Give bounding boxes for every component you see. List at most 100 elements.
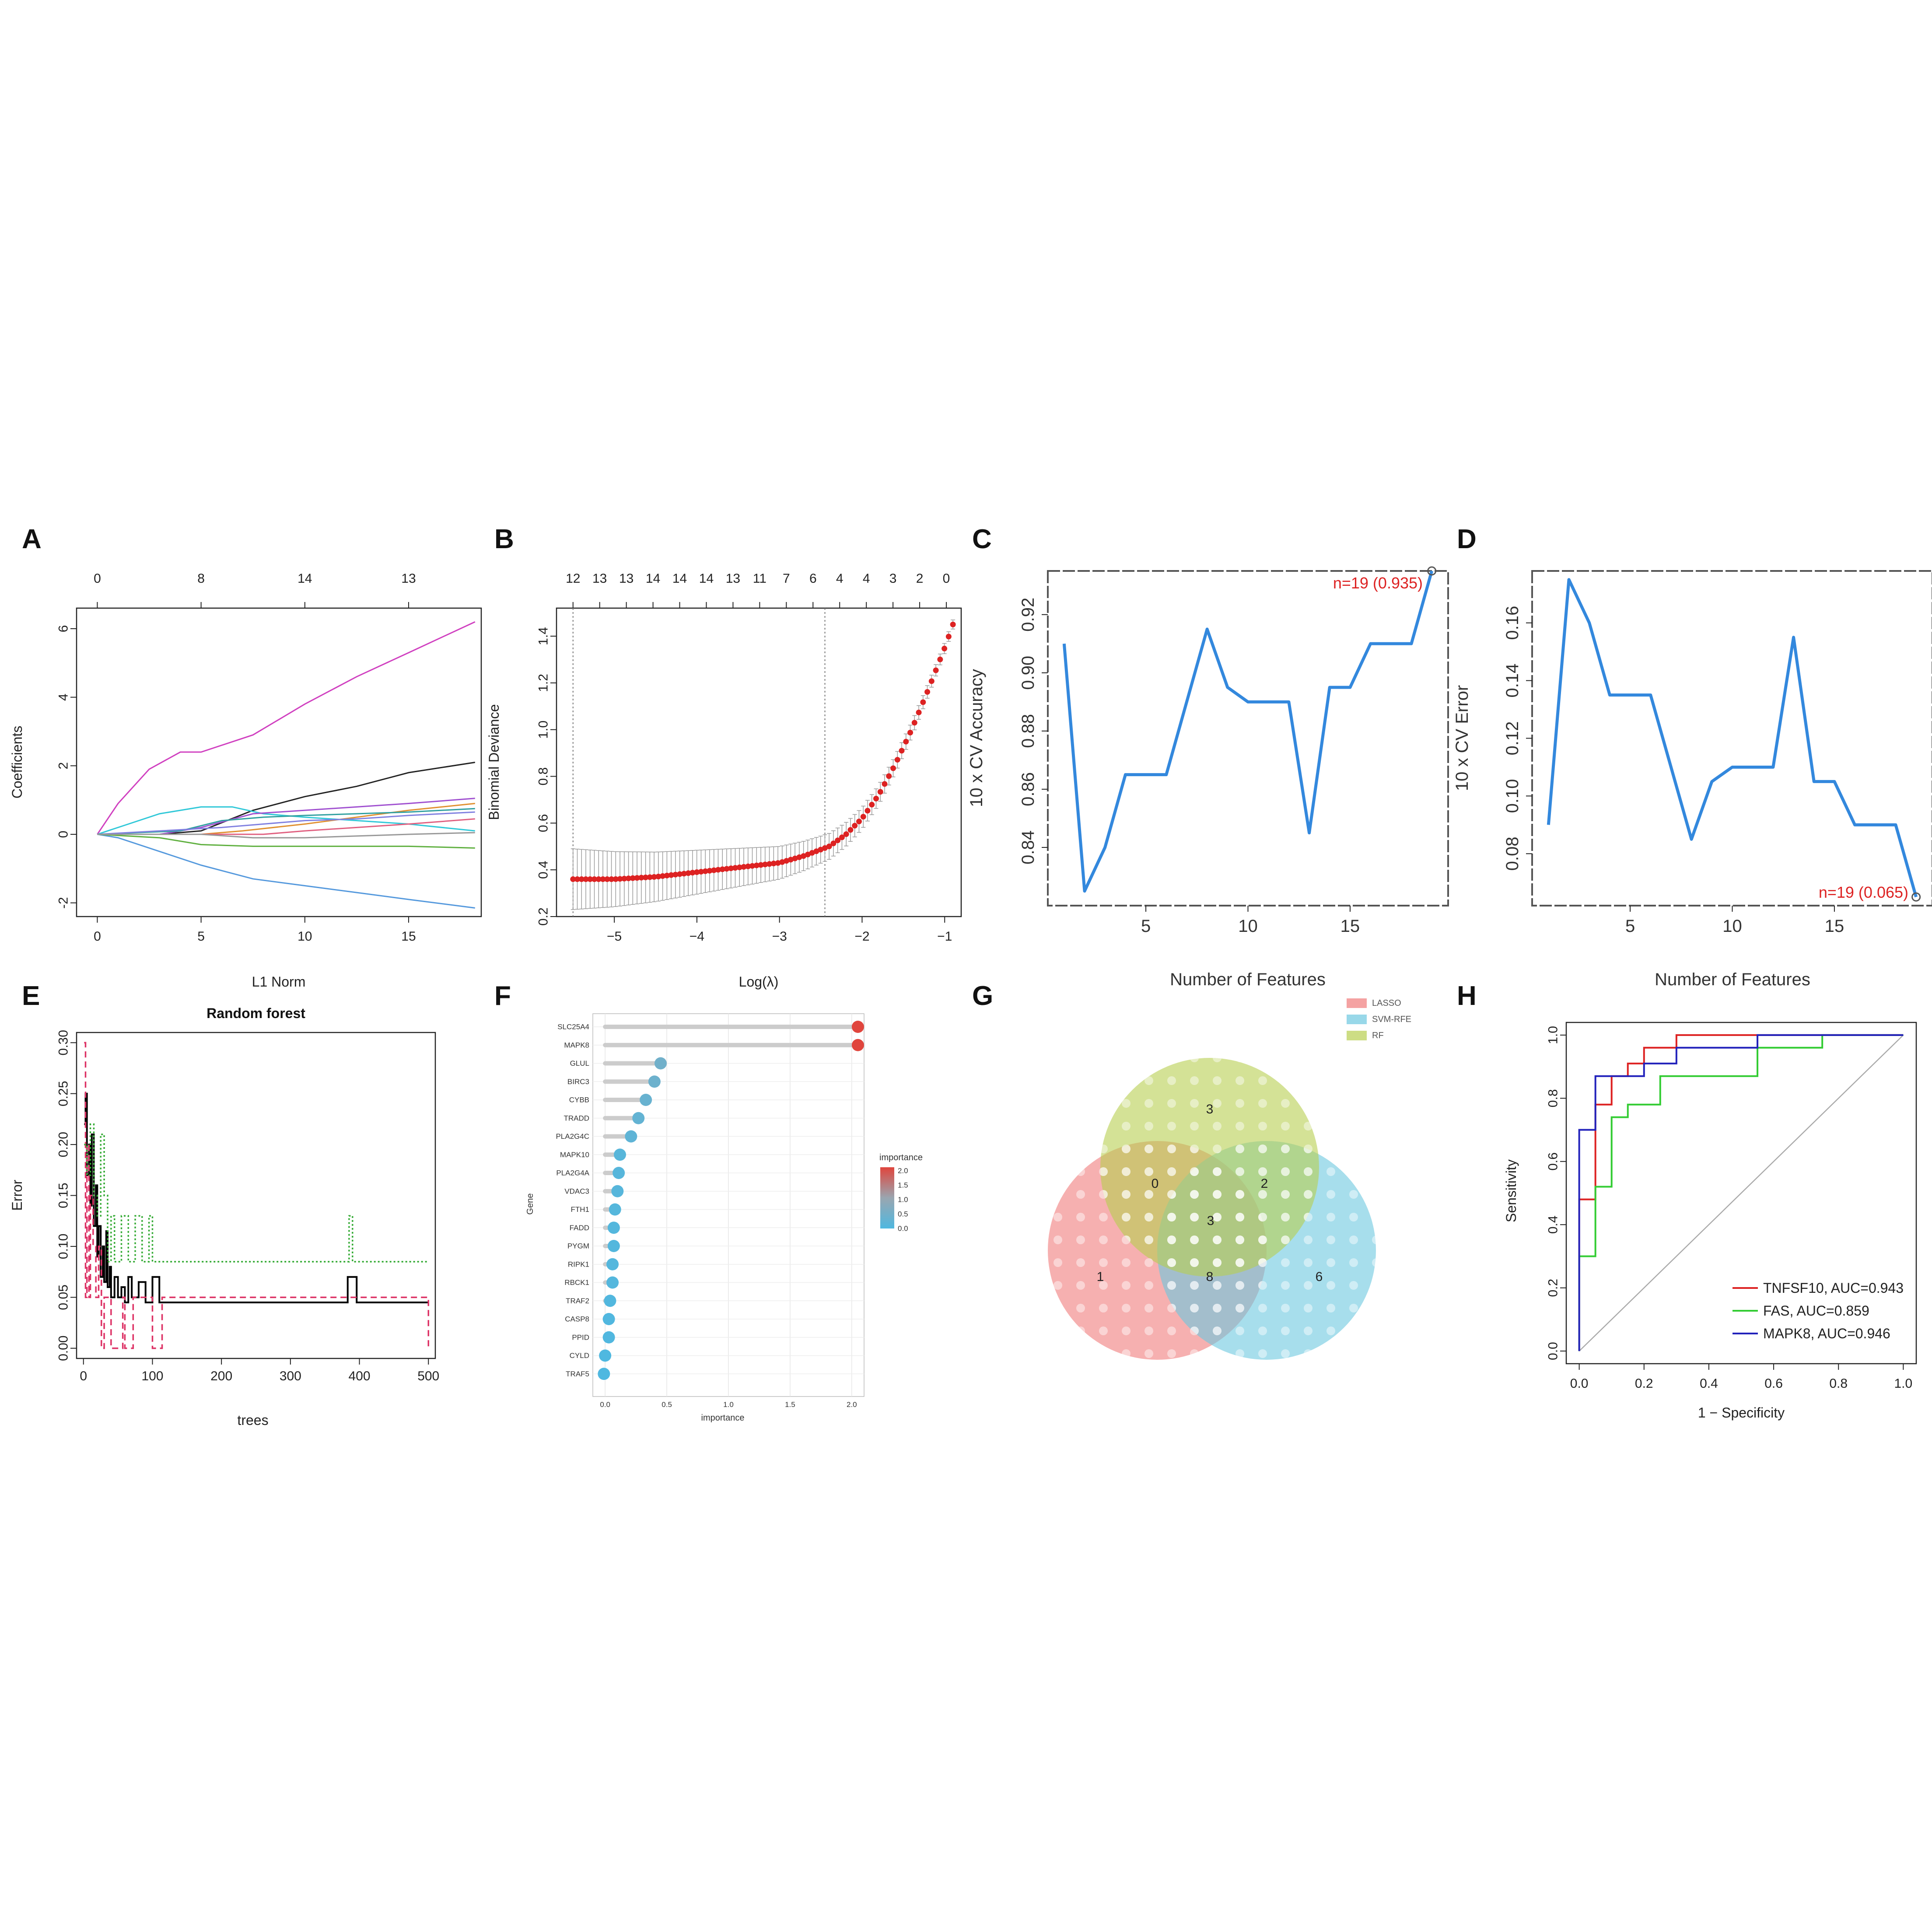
panel-f-lollipop-point (602, 1331, 615, 1344)
panel-d-xtick-label: 5 (1625, 917, 1635, 936)
panel-b-toptick-label: 6 (809, 571, 817, 586)
panel-b-point (672, 872, 679, 878)
panel-e-ylabel: Error (9, 1180, 25, 1211)
panel-b-toptick-label: 12 (566, 571, 580, 586)
panel-b-point (801, 853, 807, 859)
panel-b-point (813, 848, 819, 854)
panel-f-gene-label: TRAF5 (566, 1370, 589, 1378)
panel-b-xtick-label: −1 (937, 929, 952, 944)
panel-c-ytick-label: 0.92 (1018, 598, 1038, 632)
panel-c-ytick-label: 0.84 (1018, 830, 1038, 864)
panel-b-point (945, 634, 952, 640)
panel-b-xtick-label: −5 (607, 929, 622, 944)
panel-d-ytick-label: 0.12 (1503, 721, 1522, 756)
panel-a-coef-path-4 (97, 798, 475, 835)
panel-b-point (595, 876, 602, 882)
panel-h-xtick-label: 0.4 (1700, 1376, 1718, 1391)
panel-b-point (698, 868, 704, 875)
panel-b-point (886, 773, 892, 779)
panel-e-xtick-label: 100 (141, 1369, 163, 1383)
panel-f-gene-label: FTH1 (571, 1205, 590, 1214)
panel-f-gene-label: SLC25A4 (557, 1023, 589, 1031)
panel-b-point (647, 874, 653, 880)
panel-a-toptick-label: 0 (94, 571, 101, 586)
panel-e-xlabel: trees (237, 1412, 268, 1428)
panel-b-point (822, 845, 828, 851)
panel-e-xtick-label: 300 (280, 1369, 301, 1383)
panel-b-point (621, 875, 627, 882)
panel-f-gene-label: RIPK1 (568, 1260, 589, 1268)
panel-e-error-path-0 (84, 1092, 429, 1303)
panel-f-lollipop-point (598, 1368, 610, 1380)
panel-f-legend-tick: 1.0 (898, 1196, 908, 1204)
panel-f-gene-label: TRAF2 (566, 1297, 589, 1305)
panel-b-toptick-label: 13 (619, 571, 634, 586)
panel-f-legend: importance 2.0 1.5 1.0 0.5 0.0 (879, 1153, 923, 1233)
panel-b-point (741, 864, 747, 870)
panel-b-point (660, 873, 666, 879)
panel-f-gene-label: TRADD (564, 1114, 589, 1122)
panel-c-xtick-label: 15 (1340, 917, 1360, 936)
panel-b-point (903, 738, 909, 745)
panel-a-coef-path-10 (97, 832, 475, 839)
panel-b-point (583, 876, 589, 882)
panel-b-point (745, 863, 751, 869)
panel-a-coef-path-6 (97, 833, 475, 849)
venn-count-rf-only: 3 (1206, 1102, 1214, 1116)
venn-count-lasso-only: 1 (1097, 1270, 1104, 1284)
panel-f-gene-label: PLA2G4C (556, 1132, 589, 1141)
panel-b-point (655, 873, 662, 879)
panel-b-point (677, 871, 683, 877)
panel-h-legend-label: FAS, AUC=0.859 (1763, 1303, 1869, 1319)
panel-b-point (724, 866, 730, 872)
panel-f-lollipop-point (604, 1295, 616, 1307)
panel-e-error-path-2 (84, 1123, 429, 1263)
panel-b-xtick-label: −2 (854, 929, 869, 944)
panel-h-ytick-label: 1.0 (1546, 1026, 1561, 1044)
panel-b-toptick-label: 7 (783, 571, 790, 586)
panel-d-ytick-label: 0.14 (1503, 664, 1522, 698)
panel-b-point (612, 876, 619, 882)
panel-f-lollipop-point (648, 1075, 661, 1088)
panel-label-d: D (1457, 524, 1477, 554)
venn-count-lasso-rf: 0 (1152, 1176, 1159, 1191)
panel-b-toptick-label: 14 (646, 571, 660, 586)
panel-b-point (707, 868, 713, 874)
panel-c-ytick-label: 0.88 (1018, 714, 1038, 748)
panel-b-point (928, 678, 934, 684)
panel-b-point (736, 864, 742, 871)
panel-f-xtick-label: 0.0 (600, 1400, 610, 1409)
panel-f-legend-tick: 1.5 (898, 1181, 908, 1190)
panel-b-point (753, 862, 760, 868)
panel-f-gene-label: BIRC3 (567, 1078, 589, 1086)
panel-e-error-path-1 (84, 1042, 429, 1349)
panel-h-roc: 0.0 0.2 0.4 0.6 0.8 1.0 0.0 0.2 0.4 0.6 0.8 1.0 TNF… (1503, 1022, 1917, 1421)
panel-b-point (950, 621, 956, 627)
panel-d-xlabel: Number of Features (1655, 970, 1810, 989)
panel-a-coef-path-9 (97, 811, 475, 835)
panel-b-toptick-label: 14 (672, 571, 687, 586)
panel-b-point (681, 871, 687, 877)
panel-e-xtick-label: 500 (417, 1369, 439, 1383)
panel-b-point (937, 656, 943, 662)
panel-f-gene-label: CYBB (569, 1096, 589, 1104)
panel-b-point (626, 875, 632, 882)
panel-b-point (715, 867, 721, 873)
panel-f-gene-importance: SLC25A4 MAPK8 GLUL BIRC3 CYBB TRADD PLA2G4C MAP… (525, 1013, 923, 1423)
panel-b-point (758, 862, 764, 868)
panel-a-toptick-label: 8 (197, 571, 205, 586)
panel-h-roc-curve-2 (1578, 1034, 1904, 1351)
panel-h-ytick-label: 0.0 (1546, 1342, 1561, 1360)
panel-f-legend-tick: 0.0 (898, 1225, 908, 1233)
panel-f-lollipop-point (606, 1276, 619, 1289)
panel-h-legend: TNFSF10, AUC=0.943 FAS, AUC=0.859 MAPK8, A… (1732, 1280, 1904, 1341)
panel-d-xtick-label: 10 (1722, 917, 1742, 936)
panel-label-h: H (1457, 981, 1477, 1011)
panel-b-point (856, 819, 862, 825)
panel-e-ytick-label: 0.25 (56, 1081, 71, 1106)
panel-c-xtick-label: 10 (1238, 917, 1258, 936)
panel-a-xtick-label: 5 (197, 929, 205, 944)
panel-b-ytick-label: 0.2 (536, 907, 551, 926)
panel-f-gene-label: VDAC3 (564, 1187, 589, 1195)
venn-count-svm-only: 6 (1316, 1270, 1323, 1284)
